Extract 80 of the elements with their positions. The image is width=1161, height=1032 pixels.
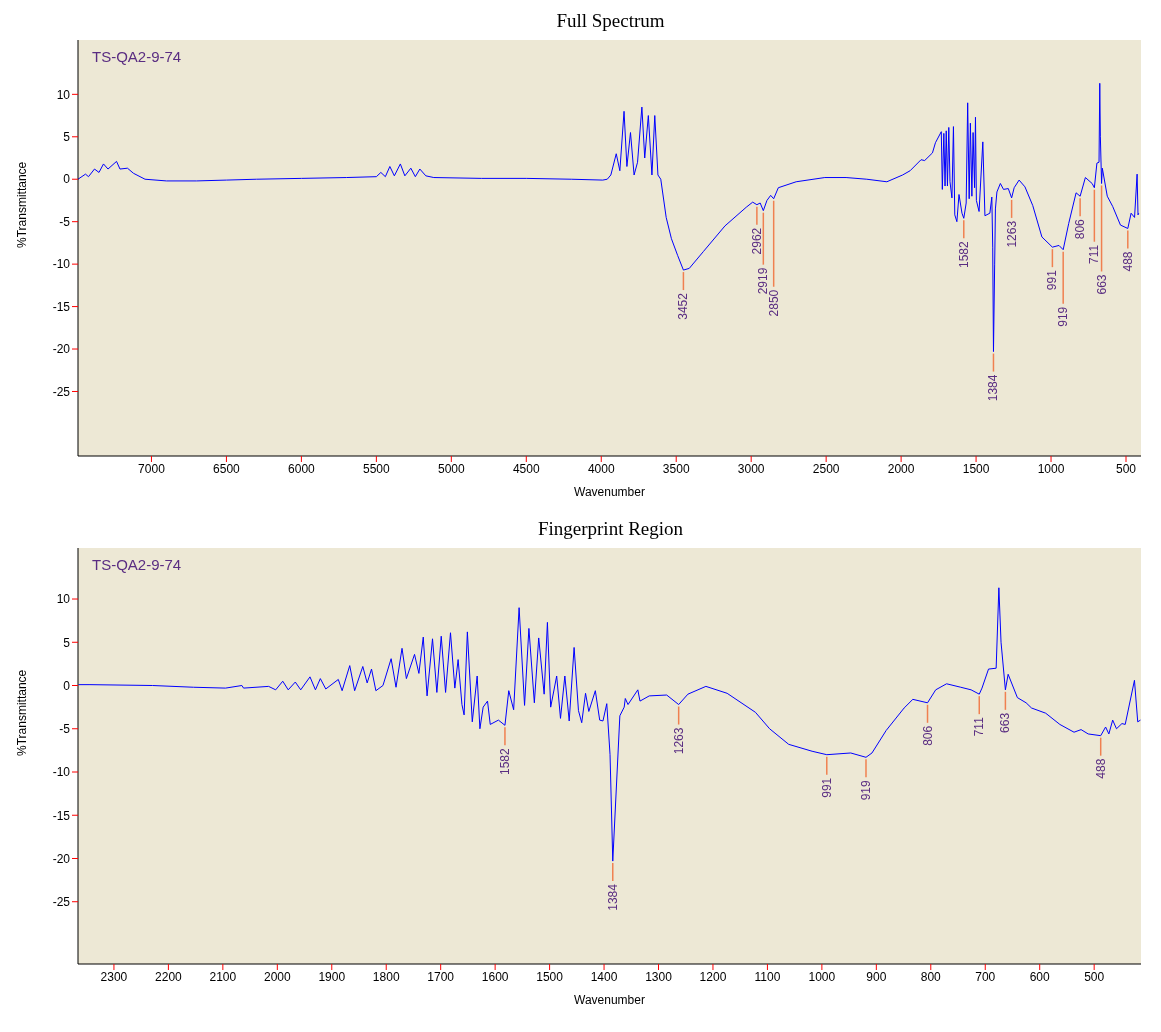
annotation: 806 [1073, 218, 1088, 240]
annotation: 1384 [986, 374, 1001, 402]
annotation: 488 [1093, 758, 1108, 779]
x-tick-label: 3000 [737, 461, 765, 476]
y-tick-label: -25 [52, 384, 71, 399]
annotation: 1582 [956, 240, 971, 268]
y-tick-label: 0 [63, 172, 71, 187]
x-tick-label: 4500 [512, 461, 540, 476]
x-tick-label: 500 [1084, 969, 1105, 984]
x-tick-label: 900 [866, 969, 887, 984]
x-tick-label: 1500 [536, 969, 564, 984]
annotation: 2962 [749, 227, 764, 255]
annotation: 1263 [1004, 220, 1019, 248]
line-series [78, 82, 1140, 353]
annotation: 806 [920, 725, 935, 746]
line-series [78, 587, 1141, 862]
x-tick-label: 2300 [100, 969, 128, 984]
y-tick-label: 10 [56, 87, 71, 102]
y-tick-label: -10 [52, 257, 71, 272]
chart-title: Fingerprint Region [536, 517, 685, 541]
x-tick-label: 700 [975, 969, 996, 984]
y-tick-label: -15 [52, 299, 71, 314]
y-axis-title: %Transmittance [15, 161, 30, 248]
annotation: 1582 [497, 747, 512, 775]
x-tick-label: 7000 [138, 461, 166, 476]
y-tick-label: -20 [52, 342, 71, 357]
x-tick-label: 1200 [699, 969, 727, 984]
x-axis-title: Wavenumber [574, 485, 645, 499]
annotation: 3452 [676, 292, 691, 320]
annotation: 919 [858, 779, 873, 801]
x-tick-label: 1500 [962, 461, 990, 476]
y-axis-title: %Transmittance [15, 669, 30, 756]
x-tick-label: 3500 [662, 461, 690, 476]
x-tick-label: 1300 [645, 969, 673, 984]
annotation: 711 [972, 716, 987, 737]
x-tick-label: 6500 [213, 461, 241, 476]
y-tick-label: 0 [63, 678, 71, 693]
x-tick-label: 1000 [808, 969, 836, 984]
x-tick-label: 5000 [437, 461, 465, 476]
annotation: 991 [1045, 269, 1060, 291]
annotation: 663 [1094, 274, 1109, 295]
y-tick-label: -20 [52, 851, 71, 866]
chart-title: Full Spectrum [555, 9, 666, 33]
annotation: 1263 [671, 727, 686, 755]
y-tick-label: -15 [52, 808, 71, 823]
x-tick-label: 4000 [587, 461, 615, 476]
x-tick-label: 1400 [590, 969, 618, 984]
x-tick-label: 1600 [481, 969, 509, 984]
x-tick-label: 1000 [1037, 461, 1065, 476]
x-tick-label: 1100 [754, 969, 781, 984]
y-tick-label: 5 [63, 130, 71, 145]
y-tick-label: -10 [52, 765, 71, 780]
y-tick-label: -5 [59, 722, 71, 737]
annotation: 488 [1120, 251, 1135, 272]
annotation: 663 [998, 712, 1013, 733]
x-tick-label: 1800 [372, 969, 400, 984]
x-tick-label: 2000 [263, 969, 291, 984]
x-tick-label: 800 [920, 969, 942, 984]
x-tick-label: 5500 [363, 461, 391, 476]
x-tick-label: 500 [1115, 461, 1137, 476]
annotation: TS-QA2-9-74 [92, 48, 182, 65]
y-tick-label: 10 [56, 592, 71, 607]
annotation: 1384 [605, 883, 620, 911]
annotation: TS-QA2-9-74 [92, 556, 182, 573]
annotation: 2850 [766, 289, 781, 317]
y-tick-label: 5 [63, 635, 71, 650]
y-tick-label: -25 [52, 894, 71, 909]
x-tick-label: 6000 [288, 461, 316, 476]
x-tick-label: 600 [1029, 969, 1051, 984]
x-axis-title: Wavenumber [574, 993, 645, 1007]
x-tick-label: 2200 [155, 969, 183, 984]
annotation: 711 [1087, 244, 1102, 264]
annotation: 919 [1056, 306, 1071, 327]
y-tick-label: -5 [59, 214, 71, 229]
x-tick-label: 2500 [812, 461, 840, 476]
x-tick-label: 2100 [209, 969, 237, 984]
annotation: 991 [819, 777, 834, 798]
x-tick-label: 1700 [427, 969, 455, 984]
x-tick-label: 1900 [318, 969, 346, 984]
x-tick-label: 2000 [887, 461, 915, 476]
